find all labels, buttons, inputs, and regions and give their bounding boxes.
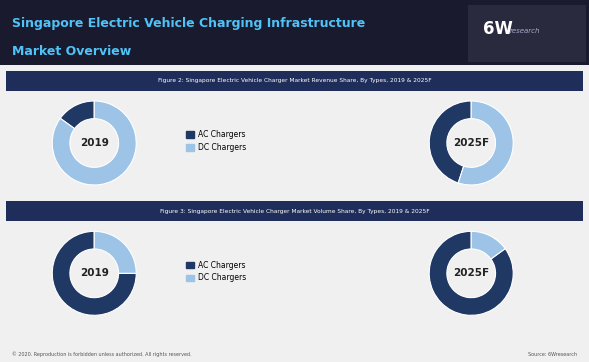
Text: Figure 2: Singapore Electric Vehicle Charger Market Revenue Share, By Types, 201: Figure 2: Singapore Electric Vehicle Cha…	[158, 78, 431, 83]
Text: 2019: 2019	[80, 268, 109, 278]
Wedge shape	[429, 101, 471, 183]
Text: 2019: 2019	[80, 138, 109, 148]
Legend: AC Chargers, DC Chargers: AC Chargers, DC Chargers	[186, 130, 246, 152]
Text: 2025F: 2025F	[453, 138, 489, 148]
Legend: AC Chargers, DC Chargers: AC Chargers, DC Chargers	[186, 261, 246, 282]
Text: Market Overview: Market Overview	[12, 45, 131, 58]
Wedge shape	[429, 231, 513, 315]
Text: 2025F: 2025F	[453, 268, 489, 278]
Text: 6W: 6W	[483, 20, 513, 38]
Wedge shape	[60, 101, 94, 129]
Text: © 2020. Reproduction is forbidden unless authorized. All rights reserved.: © 2020. Reproduction is forbidden unless…	[12, 351, 191, 357]
Wedge shape	[458, 101, 513, 185]
Wedge shape	[52, 101, 136, 185]
Text: Figure 3: Singapore Electric Vehicle Charger Market Volume Share, By Types, 2019: Figure 3: Singapore Electric Vehicle Cha…	[160, 209, 429, 214]
Wedge shape	[94, 231, 136, 273]
Wedge shape	[471, 231, 505, 259]
Text: Source: 6Wresearch: Source: 6Wresearch	[528, 352, 577, 357]
Wedge shape	[52, 231, 136, 315]
Text: research: research	[509, 28, 540, 34]
Text: Singapore Electric Vehicle Charging Infrastructure: Singapore Electric Vehicle Charging Infr…	[12, 17, 365, 30]
